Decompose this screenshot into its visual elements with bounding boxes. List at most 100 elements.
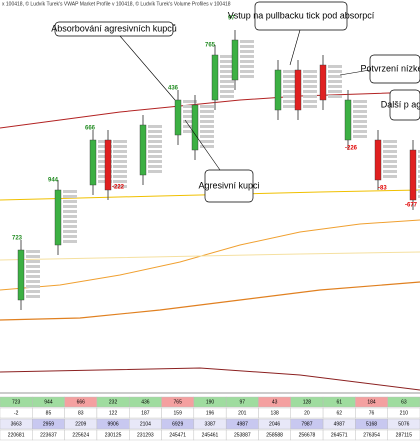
table-value: 187 (141, 410, 150, 416)
footprint-row (240, 70, 254, 73)
footprint-row (353, 125, 367, 128)
candle (319, 64, 327, 101)
footprint-row (383, 160, 397, 163)
table-value: 3663 (11, 421, 22, 427)
table-value: 3387 (204, 421, 215, 427)
table-value: 83 (78, 410, 84, 416)
footprint-row (303, 85, 317, 88)
footprint-row (418, 175, 420, 178)
table-value: 223637 (40, 432, 57, 438)
footprint-row (303, 75, 317, 78)
callout-text: Potvrzení nízké v (360, 63, 420, 73)
footprint-row (328, 80, 342, 83)
footprint-row (328, 75, 342, 78)
footprint-row (328, 90, 342, 93)
footprint-row (303, 95, 317, 98)
footprint-row (220, 65, 234, 68)
table-value: -2 (14, 410, 19, 416)
footprint-row (283, 70, 297, 73)
footprint-row (418, 195, 420, 198)
table-value: 159 (174, 410, 183, 416)
footprint-row (26, 280, 40, 283)
callout-text: Další p agre (381, 99, 420, 109)
footprint-row (200, 115, 214, 118)
footprint-row (183, 100, 197, 103)
footprint-row (200, 140, 214, 143)
footprint-row (353, 105, 367, 108)
footprint-row (63, 220, 77, 223)
header: x 100418, © Ludvík Turek's VWAP Market P… (2, 0, 231, 7)
footprint-row (383, 145, 397, 148)
table-value: 7987 (301, 421, 312, 427)
footprint-row (26, 270, 40, 273)
footprint-row (26, 260, 40, 263)
footprint-row (303, 105, 317, 108)
footprint-row (353, 115, 367, 118)
table-value: 122 (109, 410, 118, 416)
footprint-row (240, 60, 254, 63)
footprint-row (113, 145, 127, 148)
table-value: 2959 (43, 421, 54, 427)
footprint-row (148, 140, 162, 143)
delta-label: -226 (345, 146, 358, 152)
footprint-row (148, 125, 162, 128)
table-value: 666 (77, 399, 86, 405)
footprint-row (220, 95, 234, 98)
volume-label: 765 (205, 43, 216, 49)
callout-text: Absorbování agresivních kupců (51, 23, 177, 33)
table-value: 190 (206, 399, 215, 405)
table-value: 253887 (234, 432, 251, 438)
footprint-row (328, 70, 342, 73)
footprint-row (283, 80, 297, 83)
table-value: 43 (272, 399, 278, 405)
delta-label: -222 (112, 185, 125, 191)
footprint-row (240, 40, 254, 43)
table-value: 232 (109, 399, 118, 405)
footprint-row (383, 175, 397, 178)
table-value: 245471 (169, 432, 186, 438)
vwap-line-2 (0, 281, 420, 321)
footprint-row (200, 135, 214, 138)
footprint-row (303, 70, 317, 73)
footprint-row (200, 145, 214, 148)
candle (231, 39, 239, 81)
footprint-row (148, 165, 162, 168)
footprint-row (220, 75, 234, 78)
candle (409, 149, 417, 201)
footprint-row (63, 225, 77, 228)
candle (104, 139, 112, 191)
callout-arrow (184, 119, 221, 171)
table-value: 9906 (108, 421, 119, 427)
candle (54, 189, 62, 246)
table-value: 128 (303, 399, 312, 405)
callout-text: Vstup na pullbacku tick pod absorpcí (228, 10, 375, 20)
callout-box (389, 89, 420, 121)
footprint-row (63, 215, 77, 218)
table-value: 2046 (269, 421, 280, 427)
footprint-row (383, 170, 397, 173)
volume-label: 97 (228, 16, 235, 22)
table-value: 61 (336, 399, 342, 405)
footprint-row (113, 165, 127, 168)
footprint-row (353, 130, 367, 133)
footprint-row (283, 75, 297, 78)
table-value: 256678 (299, 432, 316, 438)
footprint-row (26, 265, 40, 268)
footprint-row (183, 110, 197, 113)
footprint-row (26, 250, 40, 253)
footprint-row (418, 150, 420, 153)
footprint-row (63, 210, 77, 213)
candle (294, 69, 302, 111)
footprint-row (220, 80, 234, 83)
footprint-row (418, 155, 420, 158)
callout-box (204, 169, 254, 203)
footprint-row (113, 170, 127, 173)
table-value: 62 (336, 410, 342, 416)
footprint-row (63, 235, 77, 238)
footprint-row (148, 160, 162, 163)
footprint-row (63, 195, 77, 198)
band-line-2 (0, 251, 420, 261)
footprint-row (26, 295, 40, 298)
table-value: 220681 (8, 432, 25, 438)
